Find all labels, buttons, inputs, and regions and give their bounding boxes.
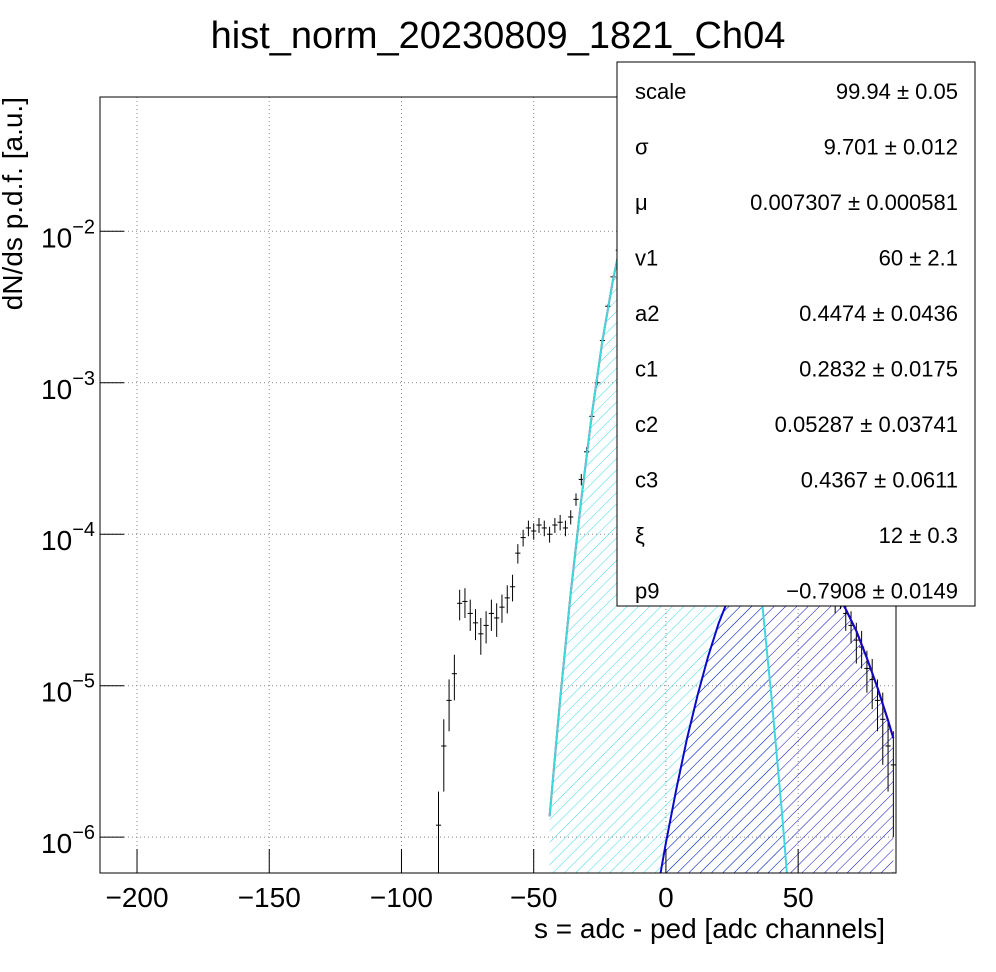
stat-name: ξ [635,523,645,548]
stat-name: a2 [635,301,659,326]
stat-value: 12 ± 0.3 [879,523,958,548]
y-tick-exponent: −2 [72,216,95,238]
hatched-area [655,540,894,873]
y-tick-exponent: −4 [72,519,95,541]
y-tick-base: 10 [41,222,72,253]
y-tick-label: 10−6 [41,822,95,859]
stat-value: 0.2832 ± 0.0175 [799,357,958,382]
y-tick-exponent: −3 [72,368,95,390]
stat-value: 9.701 ± 0.012 [824,135,958,160]
stat-name: scale [635,79,686,104]
stat-name: σ [635,135,649,160]
stat-value: 0.4367 ± 0.0611 [801,468,958,493]
y-tick-base: 10 [41,374,72,405]
stat-value: 0.05287 ± 0.03741 [775,412,958,437]
stat-value: 0.007307 ± 0.000581 [750,190,958,215]
y-tick-exponent: −6 [72,822,95,844]
stat-name: p9 [635,579,659,604]
y-tick-label: 10−3 [41,368,95,405]
y-axis-label: dN/ds p.d.f. [a.u.] [0,97,28,310]
y-tick-label: 10−5 [41,671,95,708]
y-tick-base: 10 [41,525,72,556]
stat-value: 0.4474 ± 0.0436 [799,301,958,326]
stat-value: 99.94 ± 0.05 [836,79,958,104]
y-tick-base: 10 [41,828,72,859]
x-axis-label: s = adc - ped [adc channels] [534,913,885,944]
x-tick-label: −150 [238,882,301,913]
x-tick-label: 0 [658,882,674,913]
x-tick-label: 50 [783,882,814,913]
stat-value: 60 ± 2.1 [879,246,958,271]
stat-name: c3 [635,468,658,493]
x-tick-label: −200 [105,882,168,913]
y-tick-label: 10−4 [41,519,95,556]
stat-value: −0.7908 ± 0.0149 [786,579,958,604]
stats-box: scale 99.94 ± 0.05 σ 9.701 ± 0.012 μ 0.007307… [616,61,976,607]
stats-frame [616,61,976,607]
y-tick-label: 10−2 [41,216,95,253]
chart-title: hist_norm_20230809_1821_Ch04 [211,15,786,57]
stat-name: c1 [635,357,658,382]
stat-name: μ [635,190,648,215]
y-tick-exponent: −5 [72,671,95,693]
y-tick-base: 10 [41,677,72,708]
stat-name: c2 [635,412,658,437]
stat-name: v1 [635,246,658,271]
x-tick-label: −100 [370,882,433,913]
x-tick-label: −50 [510,882,558,913]
